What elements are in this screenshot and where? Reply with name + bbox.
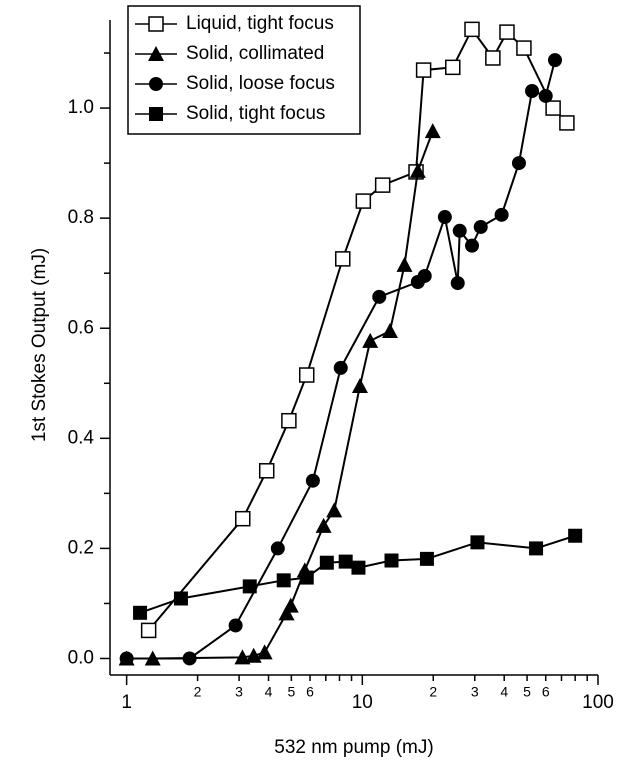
marker <box>545 100 561 116</box>
marker <box>234 649 251 665</box>
marker <box>351 378 368 394</box>
marker <box>182 651 197 666</box>
marker <box>419 551 434 566</box>
marker <box>465 238 480 253</box>
marker <box>511 156 526 171</box>
marker <box>335 251 351 267</box>
marker <box>494 207 509 222</box>
legend-label: Solid, collimated <box>186 43 324 64</box>
marker <box>381 322 398 338</box>
marker <box>140 622 157 639</box>
legend-label: Liquid, tight focus <box>186 13 334 34</box>
marker <box>326 502 343 518</box>
marker <box>333 360 348 375</box>
marker <box>396 256 413 272</box>
marker <box>473 219 488 234</box>
marker <box>374 177 391 193</box>
x-minor-tick-label: 2 <box>429 684 437 700</box>
y-tick-label: 0.2 <box>68 537 94 558</box>
y-tick-label: 0.4 <box>68 427 95 448</box>
marker <box>242 579 257 594</box>
marker <box>235 510 251 527</box>
marker <box>119 651 134 666</box>
marker <box>445 59 461 76</box>
x-minor-tick-label: 2 <box>194 684 202 700</box>
marker <box>148 46 164 61</box>
marker <box>173 591 188 606</box>
marker <box>409 162 426 178</box>
series-line <box>126 59 556 660</box>
marker <box>298 367 315 383</box>
y-axis-label: 1st Stokes Output (mJ) <box>29 248 50 442</box>
x-tick-label: 10 <box>352 692 373 713</box>
marker <box>464 21 480 38</box>
marker <box>278 605 295 621</box>
legend-label: Solid, tight focus <box>186 103 325 124</box>
marker <box>282 597 299 613</box>
marker <box>149 77 163 91</box>
marker <box>351 560 366 575</box>
marker <box>355 193 372 209</box>
marker <box>133 605 148 620</box>
marker <box>258 463 275 479</box>
x-minor-tick-label: 4 <box>265 684 273 700</box>
marker <box>417 268 432 283</box>
legend-box <box>127 5 361 135</box>
legend-label: Solid, loose focus <box>186 73 335 94</box>
marker <box>538 88 553 103</box>
marker <box>415 62 432 78</box>
marker <box>559 115 575 131</box>
marker <box>525 84 540 99</box>
marker <box>384 553 399 568</box>
y-tick-label: 1.0 <box>68 97 94 118</box>
x-minor-tick-label: 6 <box>542 684 550 700</box>
marker <box>485 50 501 66</box>
marker <box>228 618 243 633</box>
marker <box>452 223 467 238</box>
marker <box>299 570 314 585</box>
marker <box>437 210 452 225</box>
x-minor-tick-label: 5 <box>287 684 295 700</box>
marker <box>529 541 544 556</box>
marker <box>315 517 332 533</box>
marker <box>281 412 297 429</box>
x-minor-tick-label: 3 <box>235 684 243 700</box>
x-axis-label: 532 nm pump (mJ) <box>274 737 433 758</box>
marker <box>256 644 273 660</box>
marker <box>372 289 387 304</box>
marker <box>270 541 285 556</box>
marker <box>450 276 465 291</box>
marker <box>548 53 563 68</box>
marker <box>149 107 163 121</box>
marker <box>338 554 353 569</box>
marker <box>568 528 583 543</box>
x-minor-tick-label: 5 <box>523 684 531 700</box>
x-minor-tick-label: 4 <box>500 684 508 700</box>
x-tick-label: 100 <box>582 692 614 713</box>
x-minor-tick-label: 3 <box>471 684 479 700</box>
marker <box>362 332 379 348</box>
y-tick-label: 0.8 <box>68 207 94 228</box>
x-minor-tick-label: 6 <box>306 684 314 700</box>
series-line <box>126 130 434 660</box>
marker <box>499 24 515 40</box>
marker <box>305 473 320 488</box>
marker <box>319 555 334 570</box>
marker <box>276 573 291 588</box>
marker <box>470 535 485 550</box>
y-tick-label: 0.6 <box>68 317 94 338</box>
marker <box>424 123 441 139</box>
marker <box>516 40 532 56</box>
marker <box>148 16 164 32</box>
y-tick-label: 0.0 <box>68 648 94 669</box>
x-tick-label: 1 <box>121 692 132 713</box>
